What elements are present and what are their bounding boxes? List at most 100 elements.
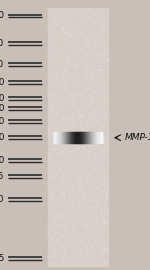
Point	[66, 96, 69, 100]
Point	[69, 179, 71, 183]
Point	[96, 207, 99, 211]
Point	[81, 161, 83, 165]
Point	[62, 177, 64, 181]
Point	[66, 215, 68, 220]
Point	[85, 58, 87, 62]
Point	[65, 75, 68, 80]
Point	[74, 208, 76, 212]
Point	[77, 251, 79, 255]
Point	[106, 86, 108, 90]
Point	[72, 95, 74, 99]
Point	[76, 85, 78, 89]
Point	[63, 117, 66, 121]
Point	[89, 191, 91, 195]
Point	[82, 217, 85, 222]
Point	[84, 212, 86, 217]
Point	[83, 124, 86, 129]
Point	[73, 94, 75, 99]
Point	[64, 40, 67, 44]
Point	[92, 227, 94, 232]
Point	[95, 228, 97, 232]
Point	[76, 188, 78, 192]
Point	[55, 52, 58, 56]
Point	[65, 123, 68, 127]
Point	[105, 161, 107, 166]
Point	[79, 139, 81, 143]
Point	[53, 160, 55, 164]
Point	[85, 62, 88, 66]
Point	[82, 75, 84, 79]
Point	[75, 102, 78, 106]
Point	[61, 26, 64, 31]
Point	[50, 111, 52, 115]
Point	[78, 249, 80, 254]
Point	[49, 141, 52, 146]
Point	[61, 180, 64, 184]
Point	[49, 67, 52, 71]
Point	[78, 26, 80, 30]
Point	[62, 91, 64, 96]
Point	[88, 163, 91, 167]
Point	[93, 251, 96, 255]
Point	[90, 98, 93, 103]
Point	[99, 153, 102, 157]
Point	[60, 174, 62, 178]
Point	[78, 248, 81, 252]
Point	[95, 200, 98, 204]
Point	[73, 147, 76, 151]
Point	[54, 15, 56, 19]
Point	[55, 176, 58, 180]
Point	[91, 256, 93, 261]
Point	[85, 75, 87, 79]
Point	[67, 50, 70, 55]
Point	[103, 195, 106, 200]
Point	[50, 74, 52, 78]
Point	[48, 103, 50, 107]
Point	[86, 191, 88, 195]
Point	[96, 119, 98, 123]
Point	[99, 84, 101, 89]
Point	[88, 90, 91, 95]
Point	[93, 44, 95, 48]
Point	[50, 124, 53, 128]
Point	[60, 52, 62, 56]
Point	[84, 184, 87, 188]
Point	[99, 97, 102, 101]
Point	[84, 23, 87, 27]
Point	[71, 103, 73, 108]
Point	[99, 53, 101, 58]
Point	[78, 220, 80, 224]
Point	[63, 78, 66, 83]
Point	[77, 82, 80, 86]
Point	[64, 147, 66, 151]
Point	[56, 123, 58, 128]
Point	[71, 142, 73, 147]
Point	[81, 131, 84, 136]
Point	[85, 195, 88, 199]
Point	[48, 217, 51, 221]
Point	[91, 100, 93, 104]
Point	[48, 28, 50, 32]
Point	[101, 221, 103, 226]
Point	[76, 35, 78, 39]
Point	[54, 177, 56, 181]
Point	[90, 154, 93, 159]
Point	[93, 20, 96, 24]
Point	[74, 204, 76, 208]
Point	[77, 210, 79, 214]
Point	[89, 62, 92, 67]
Point	[98, 68, 100, 72]
Point	[58, 36, 60, 40]
Point	[49, 201, 51, 206]
Point	[80, 233, 82, 237]
Point	[51, 16, 54, 21]
Point	[57, 104, 59, 108]
Point	[64, 256, 66, 261]
Point	[99, 198, 102, 202]
Point	[99, 244, 101, 249]
Point	[93, 53, 95, 57]
Point	[84, 264, 87, 268]
Point	[59, 188, 61, 193]
Point	[105, 173, 108, 178]
Point	[60, 144, 62, 148]
